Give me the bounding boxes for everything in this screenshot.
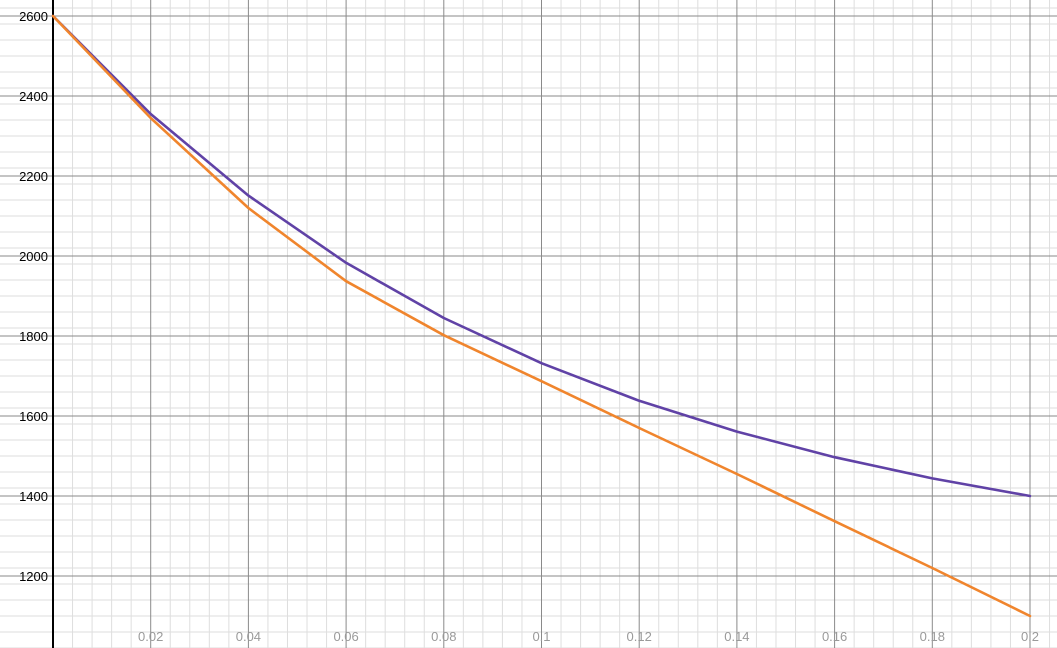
y-tick-label: 1200 — [19, 569, 48, 584]
y-tick-label: 1600 — [19, 409, 48, 424]
x-tick-label: 0.18 — [920, 629, 945, 644]
x-tick-label: 0.04 — [236, 629, 261, 644]
y-tick-label: 2400 — [19, 89, 48, 104]
x-tick-label: 0.1 — [532, 629, 550, 644]
y-tick-label: 2200 — [19, 169, 48, 184]
y-tick-label: 2000 — [19, 249, 48, 264]
series-line-1 — [51, 14, 1032, 498]
series-layer — [51, 14, 1032, 618]
x-tick-label: 0.16 — [822, 629, 847, 644]
y-tick-label: 1800 — [19, 329, 48, 344]
x-tick-label: 0.06 — [333, 629, 358, 644]
x-tick-label: 0.2 — [1021, 629, 1039, 644]
x-tick-label: 0.12 — [627, 629, 652, 644]
tick-labels: 0.02 0.04 0.06 0.08 0.1 0.12 0.14 0.16 0.18 0.2 12… — [19, 9, 1039, 644]
x-tick-label: 0.14 — [724, 629, 749, 644]
x-tick-label: 0.08 — [431, 629, 456, 644]
y-tick-label: 1400 — [19, 489, 48, 504]
x-tick-label: 0.02 — [138, 629, 163, 644]
series-line-2 — [51, 14, 1032, 618]
y-tick-label: 2600 — [19, 9, 48, 24]
